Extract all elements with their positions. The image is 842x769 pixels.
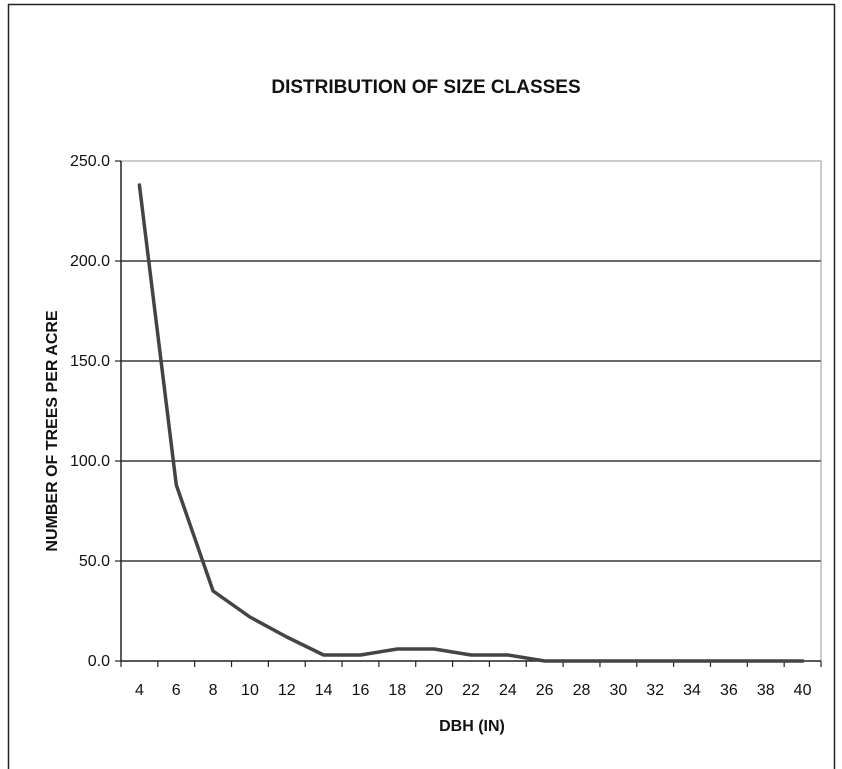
- x-tick-label: 30: [609, 682, 627, 699]
- x-tick-label: 6: [172, 682, 181, 699]
- x-tick-label: 36: [720, 682, 738, 699]
- data-point: [469, 653, 473, 657]
- data-point: [764, 659, 768, 663]
- x-tick-label: 20: [425, 682, 443, 699]
- y-tick-label: 200.0: [70, 253, 110, 270]
- data-point: [322, 653, 326, 657]
- y-tick-label: 0.0: [88, 653, 110, 670]
- data-point: [727, 659, 731, 663]
- x-tick-label: 28: [573, 682, 591, 699]
- data-point: [543, 659, 547, 663]
- x-tick-label: 4: [135, 682, 144, 699]
- data-point: [359, 653, 362, 657]
- series-group: [137, 183, 805, 663]
- data-point: [690, 659, 694, 663]
- y-axis-title: NUMBER OF TREES PER ACRE: [44, 310, 61, 552]
- x-axis-title: DBH (IN): [439, 718, 505, 735]
- x-tick-label: 26: [536, 682, 554, 699]
- y-tick-label: 100.0: [70, 453, 110, 470]
- x-tick-label: 24: [499, 682, 517, 699]
- data-point: [174, 483, 178, 487]
- x-tick-label: 38: [757, 682, 775, 699]
- data-point: [506, 653, 510, 657]
- data-point: [580, 659, 583, 663]
- x-tick-label: 8: [209, 682, 218, 699]
- data-point: [801, 659, 804, 663]
- chart-frame: [7, 3, 836, 769]
- data-point: [211, 589, 215, 593]
- y-tick-label: 250.0: [70, 153, 110, 170]
- x-tick-label: 14: [315, 682, 333, 699]
- y-axis: 0.0 50.0 100.0 150.0 200.0 250.0: [70, 153, 122, 670]
- x-tick-label: 16: [352, 682, 370, 699]
- data-point: [653, 659, 657, 663]
- data-point: [248, 615, 252, 619]
- x-tick-label: 34: [683, 682, 701, 699]
- data-point: [432, 647, 436, 651]
- x-tick-label: 12: [278, 682, 296, 699]
- data-point: [285, 635, 289, 639]
- x-tick-label: 32: [646, 682, 664, 699]
- data-point: [138, 183, 141, 187]
- x-tick-label: 10: [241, 682, 259, 699]
- data-point: [616, 659, 620, 663]
- x-tick-label: 18: [388, 682, 406, 699]
- gridlines: [121, 260, 821, 562]
- y-tick-label: 50.0: [79, 553, 110, 570]
- x-tick-label: 22: [462, 682, 480, 699]
- x-tick-label: 40: [794, 682, 812, 699]
- y-tick-label: 150.0: [70, 353, 110, 370]
- data-point: [395, 647, 399, 651]
- chart-title: DISTRIBUTION OF SIZE CLASSES: [271, 77, 580, 98]
